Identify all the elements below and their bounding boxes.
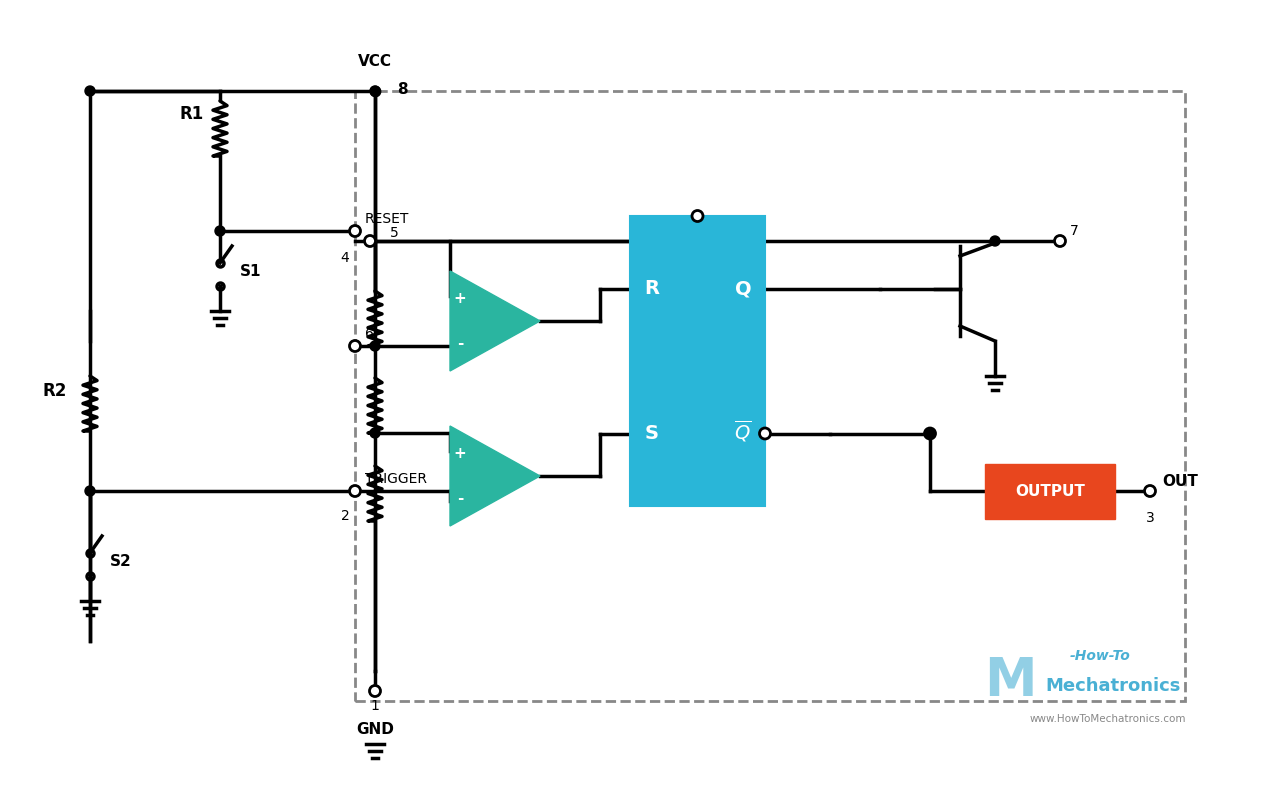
Text: TRIGGER: TRIGGER: [365, 472, 428, 486]
Text: -: -: [457, 336, 463, 351]
Text: -: -: [457, 491, 463, 506]
Text: OUTPUT: OUTPUT: [1015, 483, 1085, 498]
Text: S: S: [645, 424, 659, 443]
Text: 1: 1: [371, 699, 379, 713]
Circle shape: [370, 428, 380, 438]
Circle shape: [349, 486, 361, 497]
Bar: [986, 464, 1115, 518]
Circle shape: [365, 236, 375, 247]
Text: GND: GND: [356, 721, 394, 736]
Text: 6: 6: [365, 327, 374, 341]
Text: $\overline{Q}$: $\overline{Q}$: [735, 418, 751, 445]
Polygon shape: [451, 426, 540, 526]
Circle shape: [349, 225, 361, 237]
Text: RESET: RESET: [365, 212, 410, 226]
Circle shape: [759, 428, 771, 439]
Text: Mechatronics: Mechatronics: [1044, 677, 1180, 695]
Text: Q: Q: [735, 279, 751, 298]
Text: +: +: [453, 446, 466, 461]
Circle shape: [370, 86, 380, 96]
Circle shape: [925, 429, 934, 438]
Circle shape: [1144, 486, 1156, 497]
Text: 2: 2: [340, 509, 349, 523]
Circle shape: [1055, 236, 1065, 247]
Text: 4: 4: [340, 251, 349, 265]
Circle shape: [989, 236, 1000, 246]
Text: OUT: OUT: [1162, 474, 1198, 489]
Text: 5: 5: [390, 226, 399, 240]
Text: 3: 3: [1146, 511, 1155, 525]
Circle shape: [84, 486, 95, 496]
Text: VCC: VCC: [358, 54, 392, 69]
Text: 7: 7: [1070, 224, 1079, 238]
Circle shape: [84, 86, 95, 96]
Circle shape: [215, 226, 225, 236]
Text: M: M: [984, 655, 1037, 707]
Text: R2: R2: [42, 382, 67, 400]
Text: www.HowToMechatronics.com: www.HowToMechatronics.com: [1030, 714, 1187, 724]
Circle shape: [924, 428, 936, 439]
Text: S2: S2: [110, 554, 132, 569]
Circle shape: [370, 686, 380, 697]
Text: +: +: [453, 291, 466, 306]
Text: R1: R1: [180, 104, 204, 123]
Text: R: R: [645, 279, 659, 298]
Text: -How-To: -How-To: [1070, 649, 1130, 663]
Circle shape: [349, 340, 361, 351]
Text: S1: S1: [241, 263, 261, 278]
Polygon shape: [451, 271, 540, 371]
Circle shape: [370, 341, 380, 351]
Bar: [630, 216, 765, 506]
Circle shape: [692, 210, 703, 221]
Text: 8: 8: [397, 81, 407, 97]
